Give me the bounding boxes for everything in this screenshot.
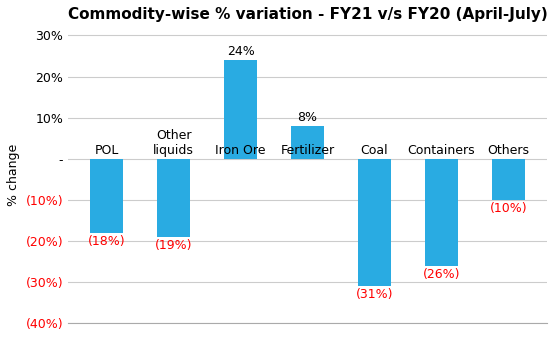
Text: (31%): (31%) — [356, 288, 393, 301]
Bar — [492, 159, 525, 200]
Bar — [224, 60, 257, 159]
Text: (18%): (18%) — [88, 235, 125, 248]
Text: POL: POL — [94, 144, 119, 157]
Title: Commodity-wise % variation - FY21 v/s FY20 (April-July): Commodity-wise % variation - FY21 v/s FY… — [68, 7, 547, 22]
Text: Fertilizer: Fertilizer — [280, 144, 335, 157]
Text: (19%): (19%) — [155, 239, 192, 252]
Y-axis label: % change: % change — [7, 144, 20, 206]
Text: (26%): (26%) — [423, 268, 460, 281]
Text: 8%: 8% — [297, 111, 317, 124]
Text: Coal: Coal — [361, 144, 388, 157]
Text: (10%): (10%) — [490, 202, 527, 215]
Text: Iron Ore: Iron Ore — [216, 144, 266, 157]
Bar — [425, 159, 458, 266]
Bar — [90, 159, 123, 233]
Text: 24%: 24% — [227, 45, 254, 58]
Bar — [157, 159, 190, 237]
Text: Others: Others — [488, 144, 530, 157]
Bar — [358, 159, 391, 286]
Text: Other
liquids: Other liquids — [153, 129, 194, 157]
Bar — [291, 126, 324, 159]
Text: Containers: Containers — [408, 144, 475, 157]
